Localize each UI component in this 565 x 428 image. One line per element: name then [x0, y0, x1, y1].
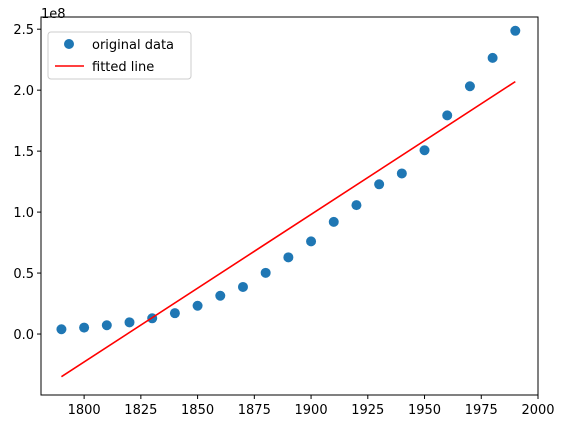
data-point: [487, 52, 498, 63]
data-point: [283, 252, 294, 263]
y-tick-label: 1.5: [13, 145, 34, 160]
data-point: [306, 236, 317, 247]
data-point: [464, 81, 475, 92]
x-tick-label: 1800: [68, 403, 101, 418]
y-axis: 0.0 0.5 1.0 1.5 2.0 2.5: [13, 23, 41, 343]
y-tick-label: 2.5: [13, 23, 34, 38]
data-point: [169, 308, 180, 319]
x-tick-label: 1975: [465, 403, 498, 418]
data-point: [215, 290, 226, 301]
fitted-line: [60, 80, 516, 378]
x-tick-label: 1950: [408, 403, 441, 418]
data-point: [442, 110, 453, 121]
data-point: [374, 179, 385, 190]
data-point: [56, 324, 67, 335]
x-tick-label: 1825: [124, 403, 157, 418]
legend: original data fitted line: [47, 31, 192, 80]
legend-label-original-data: original data: [92, 38, 174, 53]
x-tick-label: 1925: [351, 403, 384, 418]
data-point: [124, 317, 135, 328]
y-offset-label: 1e8: [41, 7, 66, 22]
y-tick-label: 0.0: [13, 328, 34, 343]
x-tick-label: 2000: [521, 403, 554, 418]
legend-marker-original-data: [64, 39, 74, 49]
data-point: [419, 145, 430, 156]
y-tick-label: 0.5: [13, 267, 34, 282]
y-tick-label: 2.0: [13, 84, 34, 99]
data-point: [79, 322, 90, 333]
data-point: [192, 300, 203, 311]
x-axis: 1800 1825 1850 1875 1900 1925 1950 1975 2000: [68, 395, 555, 418]
data-point: [101, 320, 112, 331]
x-tick-label: 1850: [181, 403, 214, 418]
x-tick-label: 1875: [238, 403, 271, 418]
data-point: [260, 267, 271, 278]
data-point: [396, 168, 407, 179]
data-point: [328, 216, 339, 227]
plot-area: [56, 25, 521, 378]
data-point: [510, 25, 521, 36]
legend-label-fitted-line: fitted line: [92, 60, 154, 75]
x-tick-label: 1900: [295, 403, 328, 418]
data-point: [351, 200, 362, 211]
data-point: [237, 281, 248, 292]
legend-box: [47, 31, 192, 80]
y-tick-label: 1.0: [13, 206, 34, 221]
axes-frame: [40, 16, 539, 396]
